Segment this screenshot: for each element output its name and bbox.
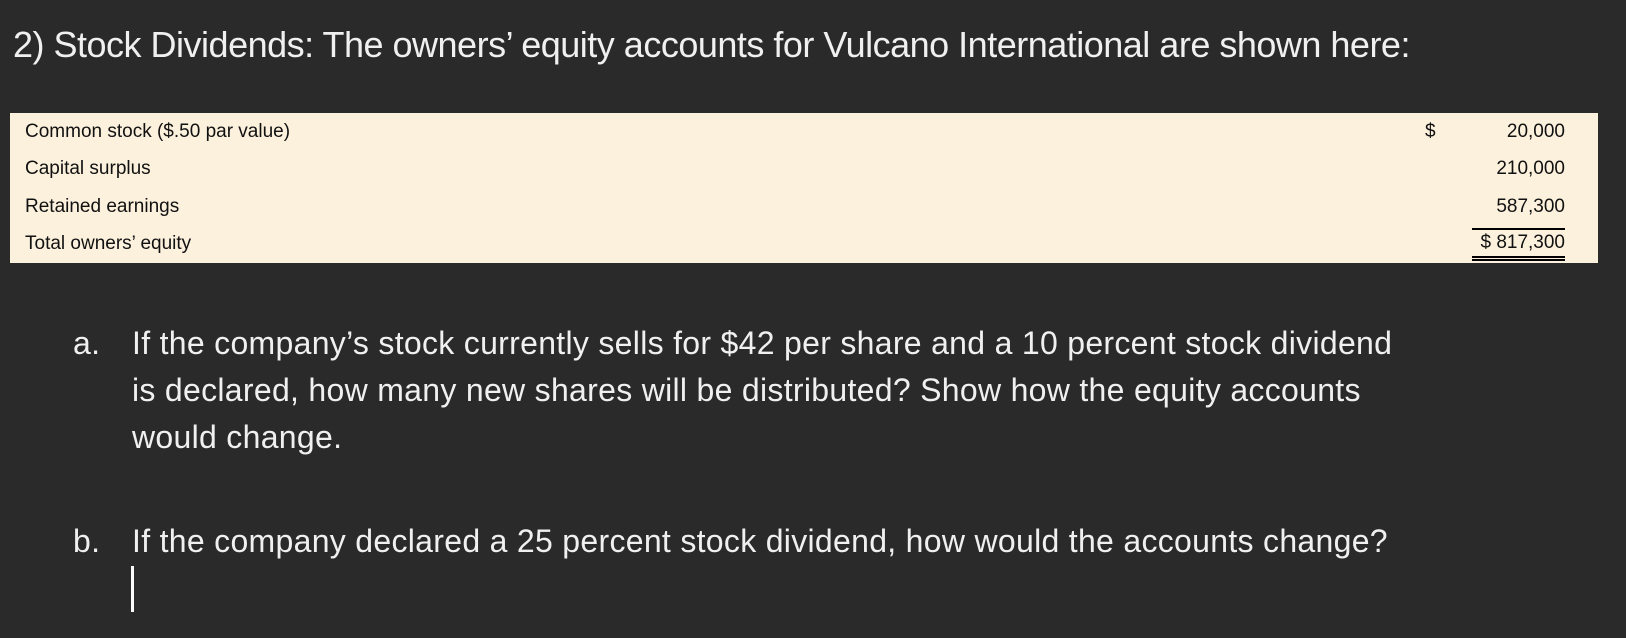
- question-item-a[interactable]: a. If the company’s stock currently sell…: [73, 320, 1392, 461]
- table-row-retained-earnings: Retained earnings 587,300: [10, 188, 1598, 226]
- total-amount: $ 817,300: [1472, 227, 1565, 261]
- question-marker: a.: [73, 325, 101, 361]
- question-text: If the company declared a 25 percent sto…: [132, 518, 1388, 565]
- row-label: Retained earnings: [25, 195, 180, 217]
- row-label: Capital surplus: [25, 158, 151, 180]
- row-amount: 20,000: [1506, 120, 1565, 142]
- owners-equity-table[interactable]: Common stock ($.50 par value) $ 20,000 C…: [10, 113, 1598, 263]
- table-row-common-stock: Common stock ($.50 par value) $ 20,000: [10, 113, 1598, 151]
- row-values: 587,300: [1425, 196, 1598, 218]
- question-line: If the company declared a 25 percent sto…: [132, 523, 1388, 559]
- question-text: If the company’s stock currently sells f…: [132, 320, 1392, 461]
- table-row-total-owners-equity: Total owners’ equity $ 817,300: [10, 226, 1598, 264]
- row-label: Total owners’ equity: [25, 233, 192, 255]
- row-label: Common stock ($.50 par value): [25, 120, 291, 142]
- question-marker: b.: [73, 523, 101, 559]
- table-row-capital-surplus: Capital surplus 210,000: [10, 151, 1598, 189]
- row-values: 210,000: [1425, 158, 1598, 180]
- question-line: is declared, how many new shares will be…: [132, 372, 1361, 408]
- question-list: a. If the company’s stock currently sell…: [73, 320, 1392, 565]
- row-values: $ 20,000: [1425, 121, 1598, 143]
- page-title[interactable]: 2) Stock Dividends: The owners’ equity a…: [13, 24, 1410, 65]
- row-amount: 210,000: [1496, 158, 1565, 180]
- question-item-b[interactable]: b. If the company declared a 25 percent …: [73, 518, 1392, 565]
- currency-symbol: $: [1425, 120, 1436, 142]
- question-line: If the company’s stock currently sells f…: [132, 325, 1393, 361]
- row-amount: 587,300: [1496, 195, 1565, 217]
- row-values: $ 817,300: [1425, 227, 1598, 261]
- question-line: would change.: [132, 419, 343, 455]
- text-cursor: [131, 566, 134, 612]
